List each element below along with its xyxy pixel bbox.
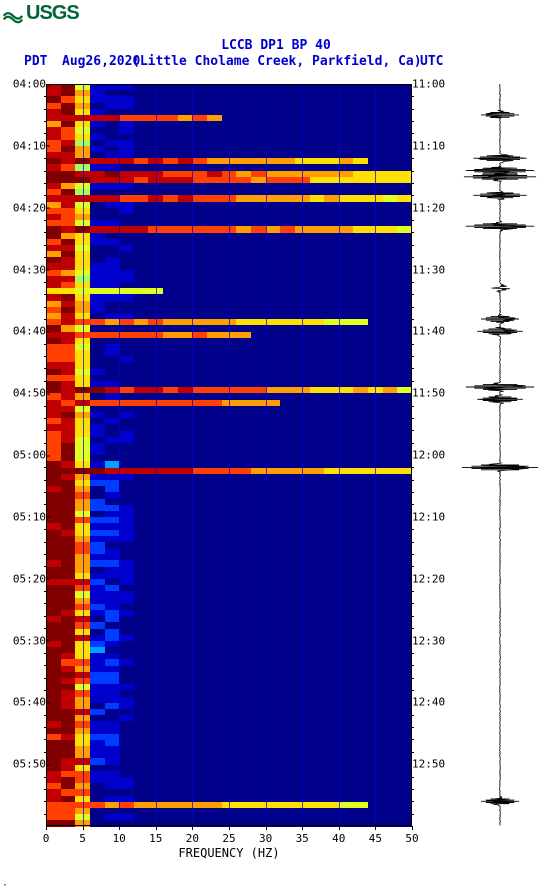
logo-text: USGS — [26, 2, 79, 25]
ytick-left: 04:50 — [0, 387, 46, 400]
ytick-right: 11:10 — [412, 139, 456, 152]
seismogram-trace — [460, 84, 540, 826]
xtick: 25 — [222, 832, 235, 845]
ytick-right: 11:20 — [412, 201, 456, 214]
ytick-right: 12:40 — [412, 696, 456, 709]
ytick-right: 12:50 — [412, 758, 456, 771]
xtick: 20 — [186, 832, 199, 845]
ytick-right: 11:30 — [412, 263, 456, 276]
chart-title: LCCB DP1 BP 40 — [0, 38, 552, 53]
xtick: 45 — [369, 832, 382, 845]
xtick: 30 — [259, 832, 272, 845]
ytick-left: 04:10 — [0, 139, 46, 152]
ytick-left: 05:50 — [0, 758, 46, 771]
ytick-right: 12:30 — [412, 634, 456, 647]
footer-mark: · — [2, 880, 8, 891]
ytick-right: 11:50 — [412, 387, 456, 400]
usgs-logo: USGS — [2, 2, 79, 25]
ytick-left: 05:30 — [0, 634, 46, 647]
ytick-right: 12:20 — [412, 572, 456, 585]
xtick: 10 — [113, 832, 126, 845]
xtick: 0 — [43, 832, 50, 845]
ytick-left: 04:20 — [0, 201, 46, 214]
ytick-left: 04:00 — [0, 78, 46, 91]
ytick-left: 05:10 — [0, 510, 46, 523]
wave-icon — [2, 3, 24, 25]
ytick-left: 04:40 — [0, 325, 46, 338]
x-axis-label: FREQUENCY (HZ) — [46, 846, 412, 860]
xtick: 35 — [296, 832, 309, 845]
ytick-left: 05:00 — [0, 449, 46, 462]
ytick-left: 04:30 — [0, 263, 46, 276]
ytick-right: 11:40 — [412, 325, 456, 338]
tz-right-label: UTC — [420, 54, 443, 69]
location-label: (Little Cholame Creek, Parkfield, Ca) — [132, 54, 422, 69]
spectrogram-plot — [46, 84, 412, 826]
xtick: 40 — [332, 832, 345, 845]
y-axis-left: 04:0004:1004:2004:3004:4004:5005:0005:10… — [0, 84, 46, 826]
xtick: 50 — [405, 832, 418, 845]
ytick-left: 05:40 — [0, 696, 46, 709]
tz-left-label: PDT — [24, 54, 47, 69]
y-axis-right: 11:0011:1011:2011:3011:4011:5012:0012:10… — [412, 84, 456, 826]
ytick-left: 05:20 — [0, 572, 46, 585]
x-axis: FREQUENCY (HZ) 05101520253035404550 — [46, 826, 412, 866]
xtick: 5 — [79, 832, 86, 845]
ytick-right: 12:10 — [412, 510, 456, 523]
ytick-right: 11:00 — [412, 78, 456, 91]
date-label: Aug26,2020 — [62, 54, 140, 69]
xtick: 15 — [149, 832, 162, 845]
ytick-right: 12:00 — [412, 449, 456, 462]
